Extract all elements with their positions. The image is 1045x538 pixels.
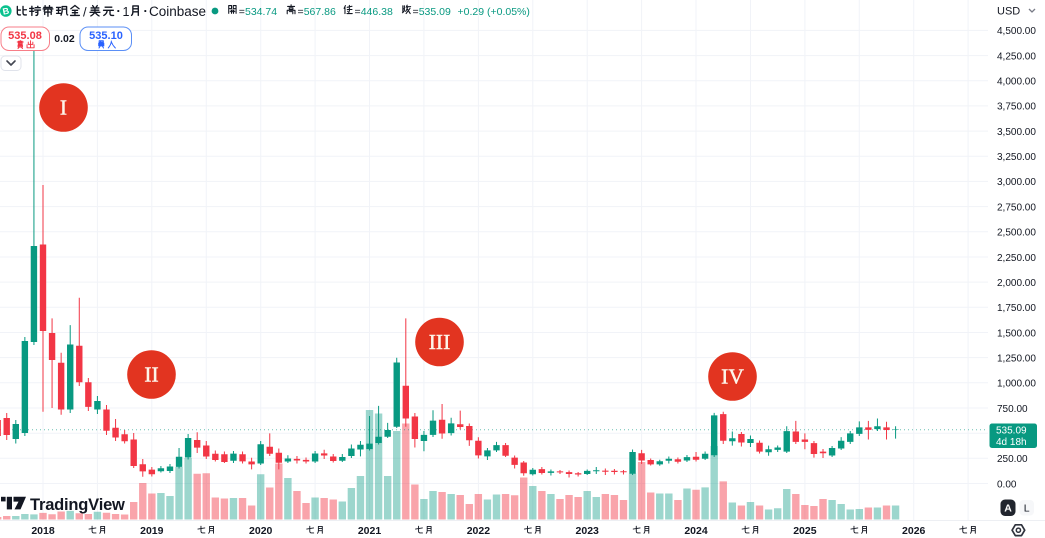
svg-text:L: L (1024, 503, 1030, 515)
svg-text:1,500.00: 1,500.00 (997, 328, 1036, 339)
svg-text:=: = (355, 6, 361, 18)
svg-text:2025: 2025 (793, 525, 817, 537)
svg-text:2018: 2018 (31, 525, 55, 537)
svg-text:+0.29 (+0.05%): +0.29 (+0.05%) (458, 6, 530, 18)
svg-text:1: 1 (123, 5, 130, 19)
svg-text:4,250.00: 4,250.00 (997, 51, 1036, 62)
svg-text:535.09: 535.09 (996, 426, 1027, 437)
svg-text:535.09: 535.09 (419, 6, 451, 18)
svg-text:2019: 2019 (140, 525, 164, 537)
svg-text:·: · (144, 4, 148, 19)
svg-text:USD: USD (997, 6, 1020, 18)
svg-text:1,250.00: 1,250.00 (997, 353, 1036, 364)
svg-text:2021: 2021 (358, 525, 382, 537)
svg-text:III: III (429, 330, 450, 354)
svg-text:534.74: 534.74 (245, 6, 277, 18)
svg-text:1,000.00: 1,000.00 (997, 379, 1036, 390)
svg-text:2,000.00: 2,000.00 (997, 278, 1036, 289)
svg-text:I: I (60, 96, 67, 120)
svg-text:2026: 2026 (902, 525, 926, 537)
svg-text:2,750.00: 2,750.00 (997, 202, 1036, 213)
svg-text:2,500.00: 2,500.00 (997, 228, 1036, 239)
svg-text:3,750.00: 3,750.00 (997, 102, 1036, 113)
svg-text:IV: IV (721, 365, 744, 389)
svg-text:446.38: 446.38 (361, 6, 393, 18)
svg-text:750.00: 750.00 (997, 404, 1028, 415)
svg-text:=: = (239, 6, 245, 18)
svg-text:B: B (2, 6, 11, 17)
svg-text:=: = (298, 6, 304, 18)
svg-text:2023: 2023 (576, 525, 600, 537)
svg-text:250.00: 250.00 (997, 454, 1028, 465)
svg-text:·: · (117, 4, 121, 19)
svg-text:3,500.00: 3,500.00 (997, 127, 1036, 138)
svg-text:535.10: 535.10 (89, 30, 123, 42)
svg-text:3,250.00: 3,250.00 (997, 152, 1036, 163)
svg-text:0.00: 0.00 (997, 479, 1017, 490)
svg-text:2,250.00: 2,250.00 (997, 253, 1036, 264)
svg-text:=: = (413, 6, 419, 18)
svg-text:/: / (83, 5, 87, 20)
svg-text:0.02: 0.02 (54, 33, 75, 45)
svg-text:4,500.00: 4,500.00 (997, 26, 1036, 37)
svg-text:2022: 2022 (467, 525, 491, 537)
svg-text:3,000.00: 3,000.00 (997, 177, 1036, 188)
svg-text:II: II (144, 363, 158, 387)
svg-text:A: A (1004, 503, 1012, 515)
svg-text:2020: 2020 (249, 525, 273, 537)
svg-text:4d 18h: 4d 18h (996, 437, 1027, 448)
svg-text:4,000.00: 4,000.00 (997, 77, 1036, 88)
svg-text:1,750.00: 1,750.00 (997, 303, 1036, 314)
svg-text:567.86: 567.86 (304, 6, 336, 18)
svg-text:Coinbase: Coinbase (149, 4, 206, 19)
svg-text:TradingView: TradingView (30, 496, 125, 514)
svg-text:2024: 2024 (684, 525, 708, 537)
svg-text:535.08: 535.08 (8, 30, 42, 42)
